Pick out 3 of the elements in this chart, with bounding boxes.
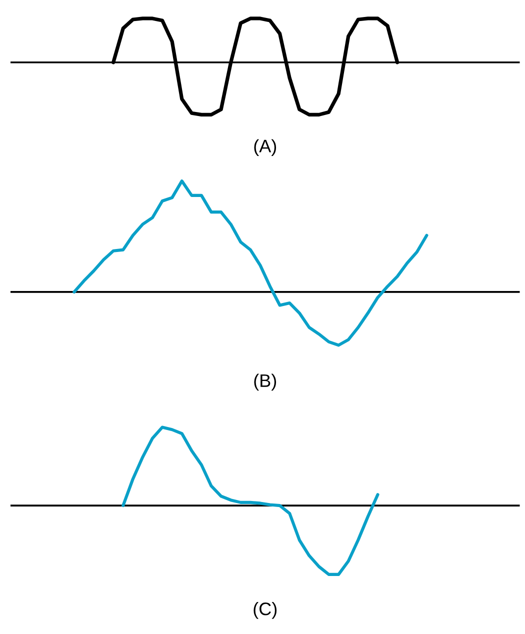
x-axis-title: (A) — [254, 139, 276, 156]
x-axis-title: (C) — [254, 602, 277, 619]
x-axis-title: (B) — [254, 374, 276, 391]
